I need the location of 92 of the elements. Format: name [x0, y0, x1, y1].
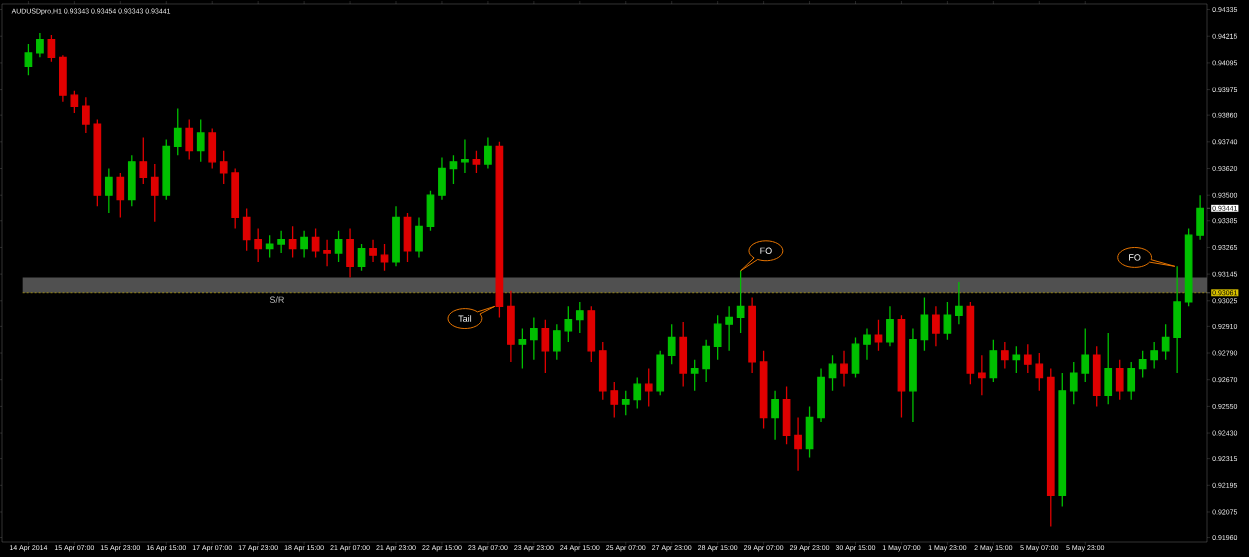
- candlestick: [1023, 343, 1032, 374]
- candlestick: [1127, 361, 1136, 401]
- candlestick: [150, 163, 159, 223]
- candlestick: [323, 239, 331, 267]
- candlestick: [1150, 341, 1159, 370]
- candlestick: [139, 136, 148, 185]
- candlestick: [702, 339, 711, 383]
- annotation: FO: [760, 247, 772, 254]
- candlestick: [242, 207, 251, 252]
- candlestick: [909, 327, 917, 423]
- candlestick: [1161, 323, 1170, 361]
- candlestick: [1012, 345, 1021, 374]
- candlestick: [438, 156, 446, 201]
- candlestick: [541, 319, 550, 374]
- candlestick: [748, 296, 756, 374]
- candlestick: [828, 354, 837, 392]
- candlestick: [1046, 367, 1055, 528]
- candlestick: [208, 127, 217, 170]
- candlestick: [874, 319, 883, 352]
- candlestick: [794, 416, 802, 472]
- candlestick: [564, 305, 573, 343]
- candlestick: [932, 305, 940, 348]
- candlestick: [231, 167, 240, 230]
- candlestick: [196, 118, 205, 163]
- candlestick: [24, 43, 33, 76]
- candlestick: [81, 96, 90, 134]
- candlestick: [667, 323, 676, 365]
- candlestick: [288, 225, 297, 259]
- candlestick: [369, 239, 377, 263]
- candlestick: [1035, 352, 1044, 392]
- candlestick: [886, 305, 894, 348]
- annotation: FO: [1129, 254, 1141, 261]
- candlestick: [334, 230, 343, 263]
- candlestick: [656, 350, 665, 396]
- candlestick: [633, 376, 642, 410]
- candlestick: [104, 167, 113, 214]
- candlestick: [771, 390, 779, 441]
- candlestick: [977, 354, 986, 396]
- candlestick: [472, 150, 481, 174]
- candlestick: [644, 367, 653, 408]
- candlestick: [518, 327, 527, 370]
- candlestick: [690, 359, 699, 392]
- candlestick: [713, 314, 722, 361]
- candlestick: [265, 234, 274, 259]
- candlestick: [1069, 361, 1078, 405]
- candlestick: [36, 32, 44, 58]
- candlestick: [840, 350, 848, 388]
- candlestick: [587, 305, 596, 363]
- candlestick: [116, 172, 125, 219]
- candlestick: [1196, 194, 1204, 241]
- candlestick: [219, 150, 228, 185]
- candlestick: [380, 243, 389, 272]
- candlestick: [598, 341, 607, 401]
- candlestick: [1000, 341, 1009, 370]
- candlestick: [173, 107, 182, 156]
- candlestick: [575, 301, 584, 334]
- candlestick: [817, 367, 825, 423]
- annotation: Tail: [458, 315, 472, 322]
- candlestick: [162, 138, 171, 201]
- candlestick: [392, 205, 400, 267]
- candlestick: [185, 118, 194, 161]
- candlestick: [93, 118, 102, 207]
- candlestick: [70, 90, 79, 114]
- candlestick: [507, 290, 515, 363]
- candlestick: [955, 281, 963, 325]
- candlestick: [277, 230, 286, 254]
- candlestick: [1058, 372, 1067, 508]
- candlestick: [484, 136, 492, 170]
- candlestick: [254, 227, 263, 263]
- candlestick: [989, 339, 998, 383]
- ref-line-label: S/R: [269, 296, 284, 303]
- candlestick: [300, 230, 308, 259]
- candlestick: [346, 227, 354, 279]
- candlestick: [610, 381, 619, 419]
- candlestick: [552, 323, 561, 361]
- candlestick: [725, 305, 734, 352]
- candlestick: [59, 54, 67, 103]
- candlestick: [449, 154, 458, 185]
- candlestick: [863, 327, 871, 361]
- candlestick: [529, 316, 538, 361]
- candlestick: [736, 270, 745, 334]
- candlestick: [1138, 350, 1147, 379]
- candlestick: [1104, 332, 1113, 405]
- candlestick: [1173, 265, 1182, 374]
- candlestick: [415, 216, 423, 259]
- candlestick: [1081, 327, 1090, 383]
- candlestick: [127, 154, 136, 207]
- candlestick: [679, 321, 688, 388]
- candlestick: [1115, 359, 1124, 401]
- candlestick: [1092, 345, 1101, 408]
- candlestick: [621, 390, 630, 416]
- candlestick: [461, 138, 469, 174]
